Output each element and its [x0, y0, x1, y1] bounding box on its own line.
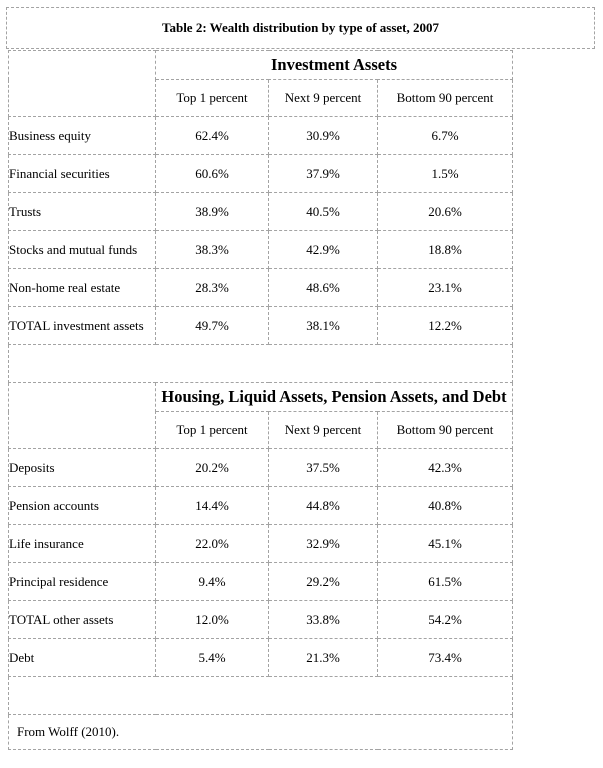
cell-value: 38.9% — [155, 192, 269, 231]
cell-value: 20.6% — [377, 192, 513, 231]
cell-value: 54.2% — [377, 600, 513, 639]
cell-value: 12.2% — [377, 306, 513, 345]
row-label: Trusts — [8, 192, 156, 231]
cell-value: 60.6% — [155, 154, 269, 193]
row-label: Stocks and mutual funds — [8, 230, 156, 269]
cell-value: 32.9% — [268, 524, 378, 563]
table-row: Financial securities 60.6% 37.9% 1.5% — [8, 154, 513, 193]
cell-value: 22.0% — [155, 524, 269, 563]
table-row: Principal residence 9.4% 29.2% 61.5% — [8, 562, 513, 601]
section-header-housing-debt: Housing, Liquid Assets, Pension Assets, … — [155, 382, 513, 412]
cell-value: 40.8% — [377, 486, 513, 525]
table-row: Non-home real estate 28.3% 48.6% 23.1% — [8, 268, 513, 307]
cell-value: 21.3% — [268, 638, 378, 677]
section-header-investment-assets: Investment Assets — [155, 50, 513, 80]
cell-value: 5.4% — [155, 638, 269, 677]
cell-value: 49.7% — [155, 306, 269, 345]
table-row-total: TOTAL investment assets 49.7% 38.1% 12.2… — [8, 306, 513, 345]
row-label: Business equity — [8, 116, 156, 155]
cell-value: 28.3% — [155, 268, 269, 307]
row-label: Pension accounts — [8, 486, 156, 525]
column-header-next9: Next 9 percent — [268, 79, 378, 117]
row-label: TOTAL other assets — [8, 600, 156, 639]
cell-value: 20.2% — [155, 448, 269, 487]
row-label: TOTAL investment assets — [8, 306, 156, 345]
cell-value: 42.3% — [377, 448, 513, 487]
cell-value: 62.4% — [155, 116, 269, 155]
table-title: Table 2: Wealth distribution by type of … — [6, 7, 595, 49]
section-2-column-headers: Top 1 percent Next 9 percent Bottom 90 p… — [9, 411, 513, 449]
cell-value: 30.9% — [268, 116, 378, 155]
table-row: Pension accounts 14.4% 44.8% 40.8% — [8, 486, 513, 525]
spacer-row — [8, 676, 513, 715]
table-row: Life insurance 22.0% 32.9% 45.1% — [8, 524, 513, 563]
cell-value: 6.7% — [377, 116, 513, 155]
cell-value: 42.9% — [268, 230, 378, 269]
cell-value: 61.5% — [377, 562, 513, 601]
spacer-cell — [8, 676, 513, 715]
cell-value: 45.1% — [377, 524, 513, 563]
cell-value: 9.4% — [155, 562, 269, 601]
cell-value: 33.8% — [268, 600, 378, 639]
table-row: Debt 5.4% 21.3% 73.4% — [8, 638, 513, 677]
section-2-header-row: Housing, Liquid Assets, Pension Assets, … — [8, 382, 513, 449]
spacer-cell — [8, 344, 513, 383]
column-header-top1: Top 1 percent — [155, 79, 269, 117]
column-header-bottom90: Bottom 90 percent — [377, 411, 513, 449]
row-label: Non-home real estate — [8, 268, 156, 307]
empty-corner-cell — [8, 50, 156, 117]
cell-value: 38.3% — [155, 230, 269, 269]
cell-value: 40.5% — [268, 192, 378, 231]
cell-value: 29.2% — [268, 562, 378, 601]
cell-value: 37.5% — [268, 448, 378, 487]
cell-value: 48.6% — [268, 268, 378, 307]
table-row: Stocks and mutual funds 38.3% 42.9% 18.8… — [8, 230, 513, 269]
row-label: Deposits — [8, 448, 156, 487]
row-label: Financial securities — [8, 154, 156, 193]
column-header-top1: Top 1 percent — [155, 411, 269, 449]
section-1-column-headers: Top 1 percent Next 9 percent Bottom 90 p… — [9, 79, 513, 117]
column-header-bottom90: Bottom 90 percent — [377, 79, 513, 117]
wealth-distribution-table: Investment Assets Top 1 percent Next 9 p… — [8, 50, 513, 750]
cell-value: 37.9% — [268, 154, 378, 193]
source-note: From Wolff (2010). — [8, 714, 513, 750]
table-row-total: TOTAL other assets 12.0% 33.8% 54.2% — [8, 600, 513, 639]
cell-value: 44.8% — [268, 486, 378, 525]
table-row: Deposits 20.2% 37.5% 42.3% — [8, 448, 513, 487]
spacer-row — [8, 344, 513, 383]
cell-value: 73.4% — [377, 638, 513, 677]
row-label: Life insurance — [8, 524, 156, 563]
cell-value: 12.0% — [155, 600, 269, 639]
section-1-header-row: Investment Assets — [8, 50, 513, 117]
table-row: Trusts 38.9% 40.5% 20.6% — [8, 192, 513, 231]
cell-value: 18.8% — [377, 230, 513, 269]
source-note-row: From Wolff (2010). — [8, 714, 513, 750]
empty-corner-cell — [8, 382, 156, 449]
row-label: Principal residence — [8, 562, 156, 601]
cell-value: 1.5% — [377, 154, 513, 193]
row-label: Debt — [8, 638, 156, 677]
cell-value: 38.1% — [268, 306, 378, 345]
cell-value: 14.4% — [155, 486, 269, 525]
table-row: Business equity 62.4% 30.9% 6.7% — [8, 116, 513, 155]
cell-value: 23.1% — [377, 268, 513, 307]
column-header-next9: Next 9 percent — [268, 411, 378, 449]
